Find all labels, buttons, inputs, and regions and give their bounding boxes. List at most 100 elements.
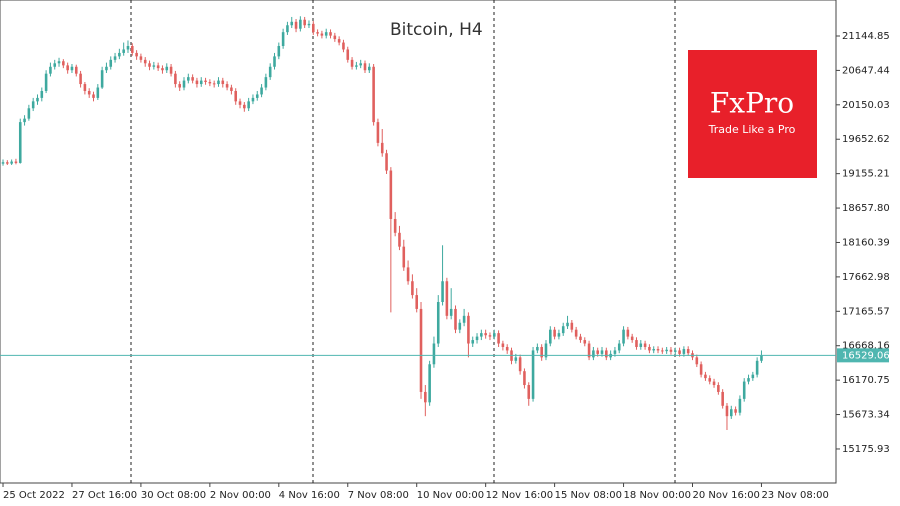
candle-body — [393, 218, 397, 233]
candle-body — [484, 333, 487, 336]
y-tick-label: 21144.85 — [842, 31, 890, 42]
candle-body — [57, 61, 61, 64]
candle-body — [118, 52, 121, 57]
y-tick-label: 18657.80 — [842, 203, 890, 214]
candle-body — [704, 374, 707, 379]
y-tick-label: 20647.44 — [842, 65, 890, 76]
candle-body — [36, 97, 39, 102]
candle-body — [368, 66, 371, 71]
candle-body — [605, 350, 608, 358]
candle-body — [445, 281, 449, 316]
candle-body — [286, 25, 289, 33]
candle-body — [402, 246, 406, 268]
candle-body — [62, 61, 65, 66]
candle-body — [230, 87, 233, 91]
candle-body — [316, 32, 319, 34]
candle-body — [182, 80, 186, 88]
candle-body — [531, 350, 535, 399]
candle-body — [686, 349, 690, 354]
x-tick-label: 30 Oct 08:00 — [141, 490, 206, 501]
candle-body — [734, 409, 737, 413]
candle-body — [592, 350, 595, 358]
x-tick-label: 10 Nov 00:00 — [417, 490, 484, 501]
candle-body — [587, 343, 591, 358]
candle-body — [191, 77, 194, 81]
y-tick-label: 16170.75 — [842, 375, 890, 386]
candle-body — [428, 364, 431, 403]
candle-body — [760, 355, 763, 361]
candle-body — [475, 336, 479, 341]
y-tick-label: 18160.39 — [842, 237, 890, 248]
candle-body — [497, 333, 500, 344]
candle-body — [626, 329, 630, 337]
candle-body — [557, 333, 561, 337]
candle-body — [148, 63, 151, 67]
logo-tagline: Trade Like a Pro — [708, 123, 796, 136]
candle-body — [234, 90, 238, 102]
x-tick-label: 18 Nov 00:00 — [624, 490, 691, 501]
candle-body — [712, 381, 716, 386]
candle-body — [10, 161, 13, 164]
candle-body — [471, 340, 475, 344]
candle-body — [161, 68, 164, 71]
candle-body — [454, 308, 457, 330]
candle-body — [617, 343, 621, 351]
candle-body — [372, 66, 375, 123]
candle-body — [139, 56, 143, 60]
period-separators — [130, 0, 676, 483]
candle-body — [514, 357, 518, 361]
candle-body — [419, 308, 423, 392]
x-tick-label: 20 Nov 16:00 — [693, 490, 760, 501]
candle-body — [212, 83, 216, 85]
candle-body — [682, 349, 686, 354]
candle-body — [501, 343, 505, 347]
candle-body — [143, 59, 147, 64]
candle-body — [669, 349, 673, 352]
candle-body — [6, 162, 9, 164]
candle-body — [260, 87, 263, 95]
candle-body — [665, 349, 668, 352]
candle-body — [583, 340, 587, 344]
candle-body — [74, 66, 78, 74]
candle-body — [225, 84, 229, 88]
candle-body — [699, 364, 703, 375]
candle-body — [96, 87, 100, 98]
candle-body — [311, 23, 315, 33]
candle-body — [725, 405, 729, 417]
candle-body — [49, 66, 52, 74]
candle-body — [359, 63, 362, 66]
candle-body — [87, 90, 91, 95]
candle-body — [337, 39, 341, 43]
candle-body — [436, 302, 440, 344]
candle-body — [540, 346, 543, 358]
y-tick-label: 15673.34 — [842, 410, 890, 421]
x-tick-label: 27 Oct 16:00 — [72, 490, 137, 501]
candle-body — [380, 142, 384, 154]
y-tick-label: 15175.93 — [842, 444, 890, 455]
candle-body — [40, 90, 44, 98]
candle-body — [199, 80, 203, 85]
candle-body — [27, 108, 31, 119]
candle-body — [303, 19, 306, 26]
candle-body — [639, 343, 643, 347]
candle-body — [100, 70, 104, 88]
candle-body — [480, 333, 483, 337]
candle-body — [708, 378, 712, 382]
candle-body — [505, 346, 509, 351]
candle-body — [613, 350, 617, 354]
candle-body — [596, 350, 599, 354]
candle-body — [406, 267, 410, 282]
candle-body — [747, 378, 750, 382]
y-tick-label: 19155.21 — [842, 169, 890, 180]
candle-body — [424, 391, 427, 403]
candle-body — [742, 381, 746, 399]
candle-body — [630, 336, 634, 341]
candle-body — [109, 59, 113, 67]
last-price-box — [837, 348, 889, 363]
candle-body — [523, 371, 526, 386]
logo-brand: FxPro — [710, 87, 794, 120]
candle-body — [122, 49, 125, 53]
candle-body — [622, 329, 625, 344]
candle-body — [389, 170, 393, 219]
candle-body — [346, 49, 350, 60]
